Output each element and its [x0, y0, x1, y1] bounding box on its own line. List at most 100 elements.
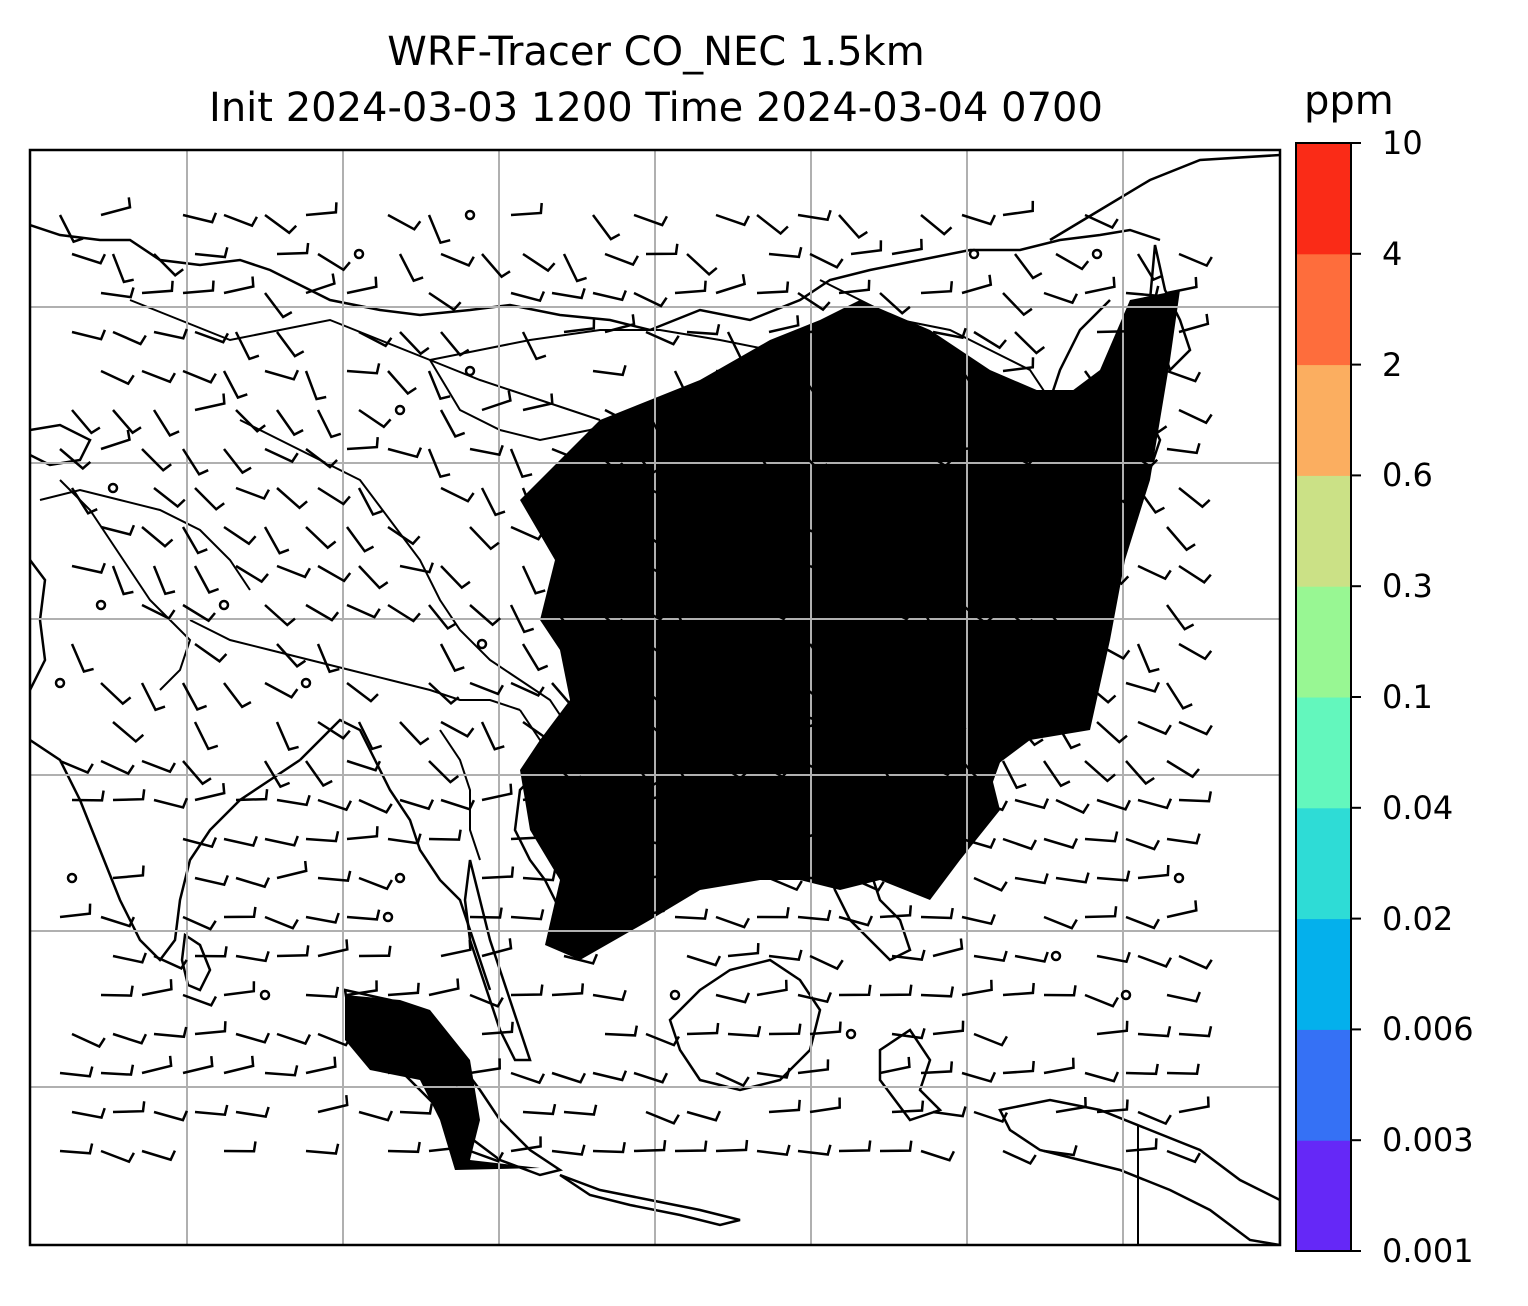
wind-barb — [100, 759, 135, 776]
wind-barbs — [54, 197, 1213, 1165]
calm-wind-marker — [833, 677, 845, 689]
wind-barb — [838, 370, 868, 396]
wind-barb — [715, 432, 747, 451]
latlon-gridlines — [30, 150, 1280, 1245]
coastline-taiwan — [813, 693, 842, 748]
wind-barb — [510, 1136, 542, 1153]
wind-barb — [797, 448, 828, 472]
wind-barb — [878, 760, 904, 790]
colorbar-segment — [1296, 475, 1351, 587]
wind-barb — [276, 643, 307, 668]
map-title-line-1: WRF-Tracer CO_NEC 1.5km — [387, 29, 925, 75]
wind-barb — [1166, 900, 1198, 919]
wind-barb — [112, 1101, 146, 1114]
wind-barb — [1014, 253, 1043, 280]
wind-barb — [439, 643, 465, 673]
wind-barb — [100, 287, 135, 299]
wind-barb — [1096, 798, 1132, 811]
wind-barb — [510, 681, 545, 697]
wind-barb — [387, 213, 422, 231]
wind-barb — [264, 915, 299, 930]
wind-barb — [1002, 1060, 1035, 1075]
wind-barb — [316, 643, 340, 674]
wind-barb — [1165, 682, 1193, 710]
wind-barb — [305, 831, 340, 843]
wind-barb — [112, 952, 147, 964]
wind-barb — [317, 1032, 352, 1047]
wind-barb — [399, 721, 430, 746]
map-area — [30, 150, 1280, 1245]
calm-wind-marker — [95, 599, 107, 611]
wind-barb — [276, 1032, 312, 1046]
wind-barb — [481, 783, 513, 802]
wind-barb — [100, 915, 136, 928]
colorbar-tick-label: 0.006 — [1382, 1010, 1474, 1049]
wind-barb — [686, 954, 722, 967]
wind-barb — [715, 601, 750, 613]
wind-barb — [439, 409, 466, 438]
wind-barb — [809, 954, 844, 971]
wind-barb — [358, 945, 392, 958]
wind-barb — [920, 369, 954, 389]
wind-barb — [428, 1071, 463, 1087]
wind-barb — [1096, 642, 1131, 661]
wind-barb — [522, 1103, 557, 1116]
wind-barb — [645, 564, 680, 581]
wind-barb — [1055, 487, 1088, 509]
wind-barb — [181, 526, 208, 555]
wind-barb — [727, 795, 762, 807]
wind-barb — [59, 1066, 94, 1078]
wind-barb — [317, 939, 349, 958]
wind-barb — [346, 276, 378, 295]
map-title-line-2: Init 2024-03-03 1200 Time 2024-03-04 070… — [209, 85, 1103, 131]
wind-barb — [71, 409, 101, 435]
wind-barb — [850, 720, 886, 733]
wind-barb — [1083, 526, 1112, 554]
wind-barb — [1042, 760, 1071, 788]
wind-barb — [1055, 252, 1090, 271]
wind-barb — [317, 798, 353, 812]
wind-barb — [849, 409, 876, 438]
wind-barb — [973, 1110, 1009, 1124]
wind-barb — [235, 409, 266, 433]
wind-barb — [194, 1021, 227, 1036]
wind-barb — [891, 238, 923, 256]
wind-barb — [399, 1103, 434, 1115]
wind-barb — [673, 682, 701, 710]
wind-barb — [440, 798, 476, 811]
wind-barb — [891, 949, 926, 961]
coastline-korea — [928, 458, 1002, 583]
wind-barb — [387, 1058, 419, 1075]
wind-barb — [961, 213, 997, 226]
wind-barb — [1125, 359, 1159, 373]
wind-barb — [891, 564, 926, 582]
wind-barb — [727, 718, 762, 730]
wind-barb — [645, 330, 680, 346]
wind-barb — [59, 1143, 94, 1155]
wind-barb — [193, 721, 219, 751]
wind-barb — [1043, 526, 1074, 550]
wind-barb — [510, 525, 545, 541]
wind-barb — [756, 1067, 791, 1079]
wind-barb — [756, 1144, 791, 1156]
wind-barb — [469, 444, 504, 457]
wind-barb — [838, 1140, 872, 1153]
wind-barb — [932, 393, 964, 412]
wind-barb — [1054, 565, 1082, 594]
wind-barb — [879, 835, 914, 847]
wind-barb — [809, 1097, 841, 1114]
wind-barb — [645, 721, 678, 743]
wind-barb — [563, 318, 596, 334]
wind-barb — [111, 253, 134, 284]
colorbar-segment — [1296, 143, 1351, 255]
wind-barb — [645, 1032, 680, 1047]
wind-barb — [1136, 487, 1165, 515]
wind-barb — [890, 643, 918, 672]
wind-barb — [1055, 872, 1090, 884]
wind-barb — [71, 1032, 106, 1049]
wind-barb — [920, 1149, 956, 1162]
wind-barb — [194, 946, 228, 958]
wind-barb — [305, 202, 338, 217]
wind-barb — [428, 978, 460, 997]
wind-barb — [551, 837, 586, 853]
